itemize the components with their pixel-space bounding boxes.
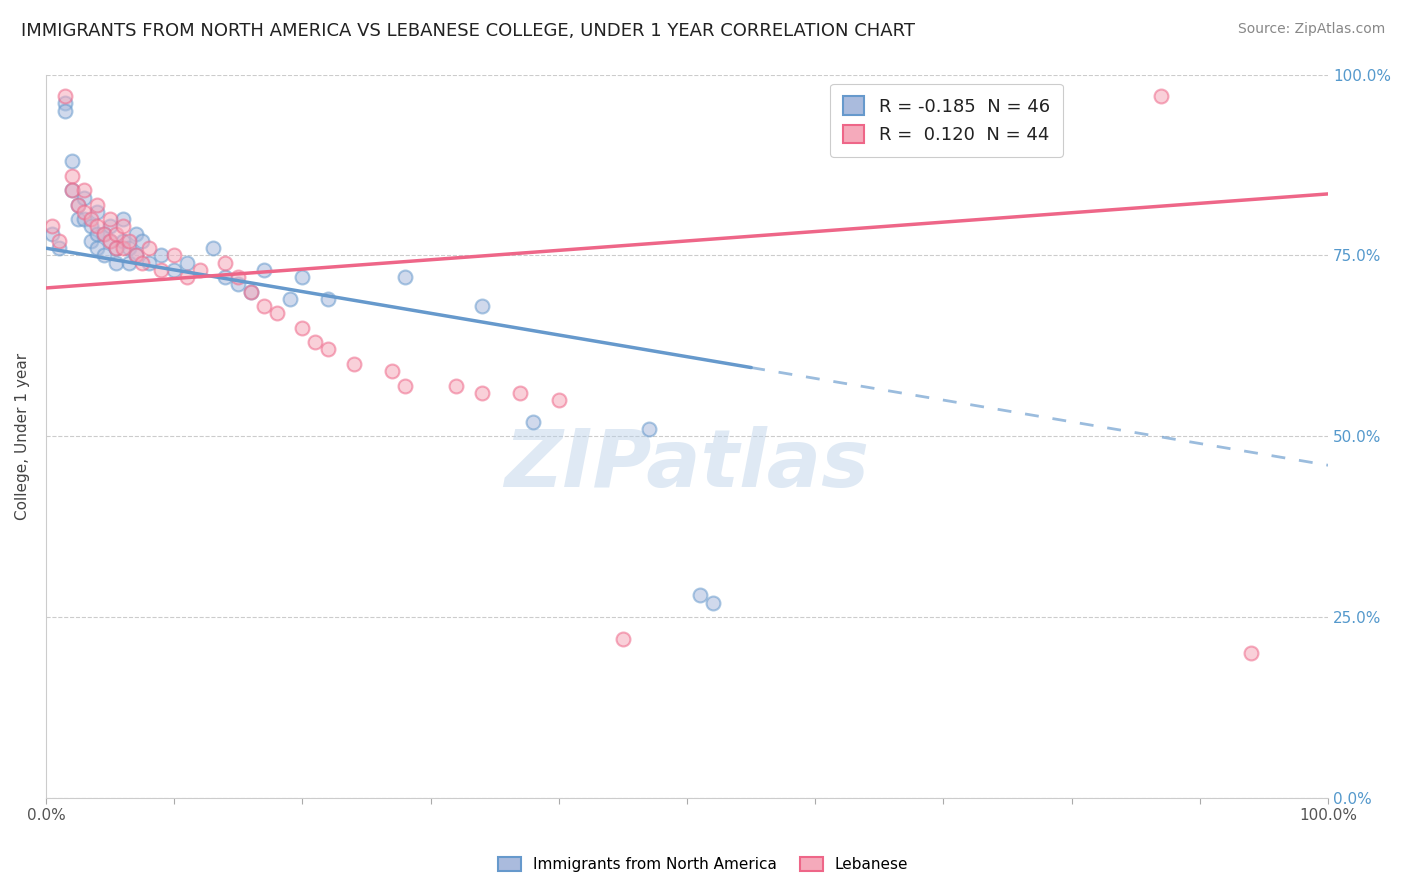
- Point: [66, 198, 89, 212]
- Point: [226, 277, 249, 292]
- Point: [118, 241, 141, 255]
- Point: [111, 219, 134, 234]
- Point: [66, 198, 89, 212]
- Point: [73, 190, 96, 204]
- Point: [471, 385, 494, 400]
- Point: [176, 255, 198, 269]
- Point: [214, 255, 236, 269]
- Point: [105, 255, 128, 269]
- Point: [73, 205, 96, 219]
- Point: [1150, 89, 1173, 103]
- Point: [253, 299, 276, 313]
- Point: [131, 255, 153, 269]
- Point: [73, 212, 96, 227]
- Point: [240, 285, 263, 299]
- Point: [163, 263, 186, 277]
- Point: [291, 320, 314, 334]
- Legend: Immigrants from North America, Lebanese: Immigrants from North America, Lebanese: [491, 849, 915, 880]
- Point: [266, 306, 288, 320]
- Point: [522, 415, 544, 429]
- Point: [304, 335, 326, 350]
- Point: [41, 227, 63, 241]
- Point: [118, 234, 141, 248]
- Point: [547, 393, 569, 408]
- Point: [98, 212, 121, 227]
- Point: [278, 292, 301, 306]
- Point: [98, 234, 121, 248]
- Point: [86, 198, 108, 212]
- Point: [702, 596, 724, 610]
- Point: [471, 299, 494, 313]
- Point: [41, 219, 63, 234]
- Point: [316, 343, 339, 357]
- Point: [60, 154, 83, 169]
- Legend: R = -0.185  N = 46, R =  0.120  N = 44: R = -0.185 N = 46, R = 0.120 N = 44: [830, 84, 1063, 157]
- Point: [394, 378, 416, 392]
- Point: [86, 219, 108, 234]
- Point: [150, 263, 173, 277]
- Point: [291, 270, 314, 285]
- Point: [240, 285, 263, 299]
- Point: [73, 183, 96, 197]
- Point: [86, 241, 108, 255]
- Point: [105, 227, 128, 241]
- Text: ZIPatlas: ZIPatlas: [505, 426, 869, 504]
- Point: [1240, 646, 1263, 660]
- Point: [689, 589, 711, 603]
- Point: [98, 234, 121, 248]
- Point: [125, 248, 148, 262]
- Point: [201, 241, 224, 255]
- Point: [125, 227, 148, 241]
- Point: [381, 364, 404, 378]
- Point: [80, 219, 103, 234]
- Point: [138, 255, 160, 269]
- Point: [93, 227, 115, 241]
- Point: [66, 212, 89, 227]
- Point: [86, 227, 108, 241]
- Point: [253, 263, 276, 277]
- Point: [188, 263, 211, 277]
- Point: [53, 96, 76, 111]
- Point: [446, 378, 468, 392]
- Point: [105, 241, 128, 255]
- Point: [176, 270, 198, 285]
- Point: [111, 234, 134, 248]
- Point: [150, 248, 173, 262]
- Point: [60, 183, 83, 197]
- Point: [612, 632, 634, 646]
- Point: [93, 227, 115, 241]
- Point: [86, 205, 108, 219]
- Point: [226, 270, 249, 285]
- Point: [131, 234, 153, 248]
- Point: [118, 255, 141, 269]
- Point: [125, 248, 148, 262]
- Point: [111, 212, 134, 227]
- Text: IMMIGRANTS FROM NORTH AMERICA VS LEBANESE COLLEGE, UNDER 1 YEAR CORRELATION CHAR: IMMIGRANTS FROM NORTH AMERICA VS LEBANES…: [21, 22, 915, 40]
- Point: [394, 270, 416, 285]
- Point: [48, 241, 70, 255]
- Point: [48, 234, 70, 248]
- Text: Source: ZipAtlas.com: Source: ZipAtlas.com: [1237, 22, 1385, 37]
- Y-axis label: College, Under 1 year: College, Under 1 year: [15, 352, 30, 520]
- Point: [93, 248, 115, 262]
- Point: [111, 241, 134, 255]
- Point: [138, 241, 160, 255]
- Point: [214, 270, 236, 285]
- Point: [509, 385, 531, 400]
- Point: [105, 241, 128, 255]
- Point: [80, 212, 103, 227]
- Point: [53, 89, 76, 103]
- Point: [80, 234, 103, 248]
- Point: [163, 248, 186, 262]
- Point: [53, 103, 76, 118]
- Point: [60, 183, 83, 197]
- Point: [60, 169, 83, 183]
- Point: [637, 422, 659, 436]
- Point: [316, 292, 339, 306]
- Point: [98, 219, 121, 234]
- Point: [343, 357, 366, 371]
